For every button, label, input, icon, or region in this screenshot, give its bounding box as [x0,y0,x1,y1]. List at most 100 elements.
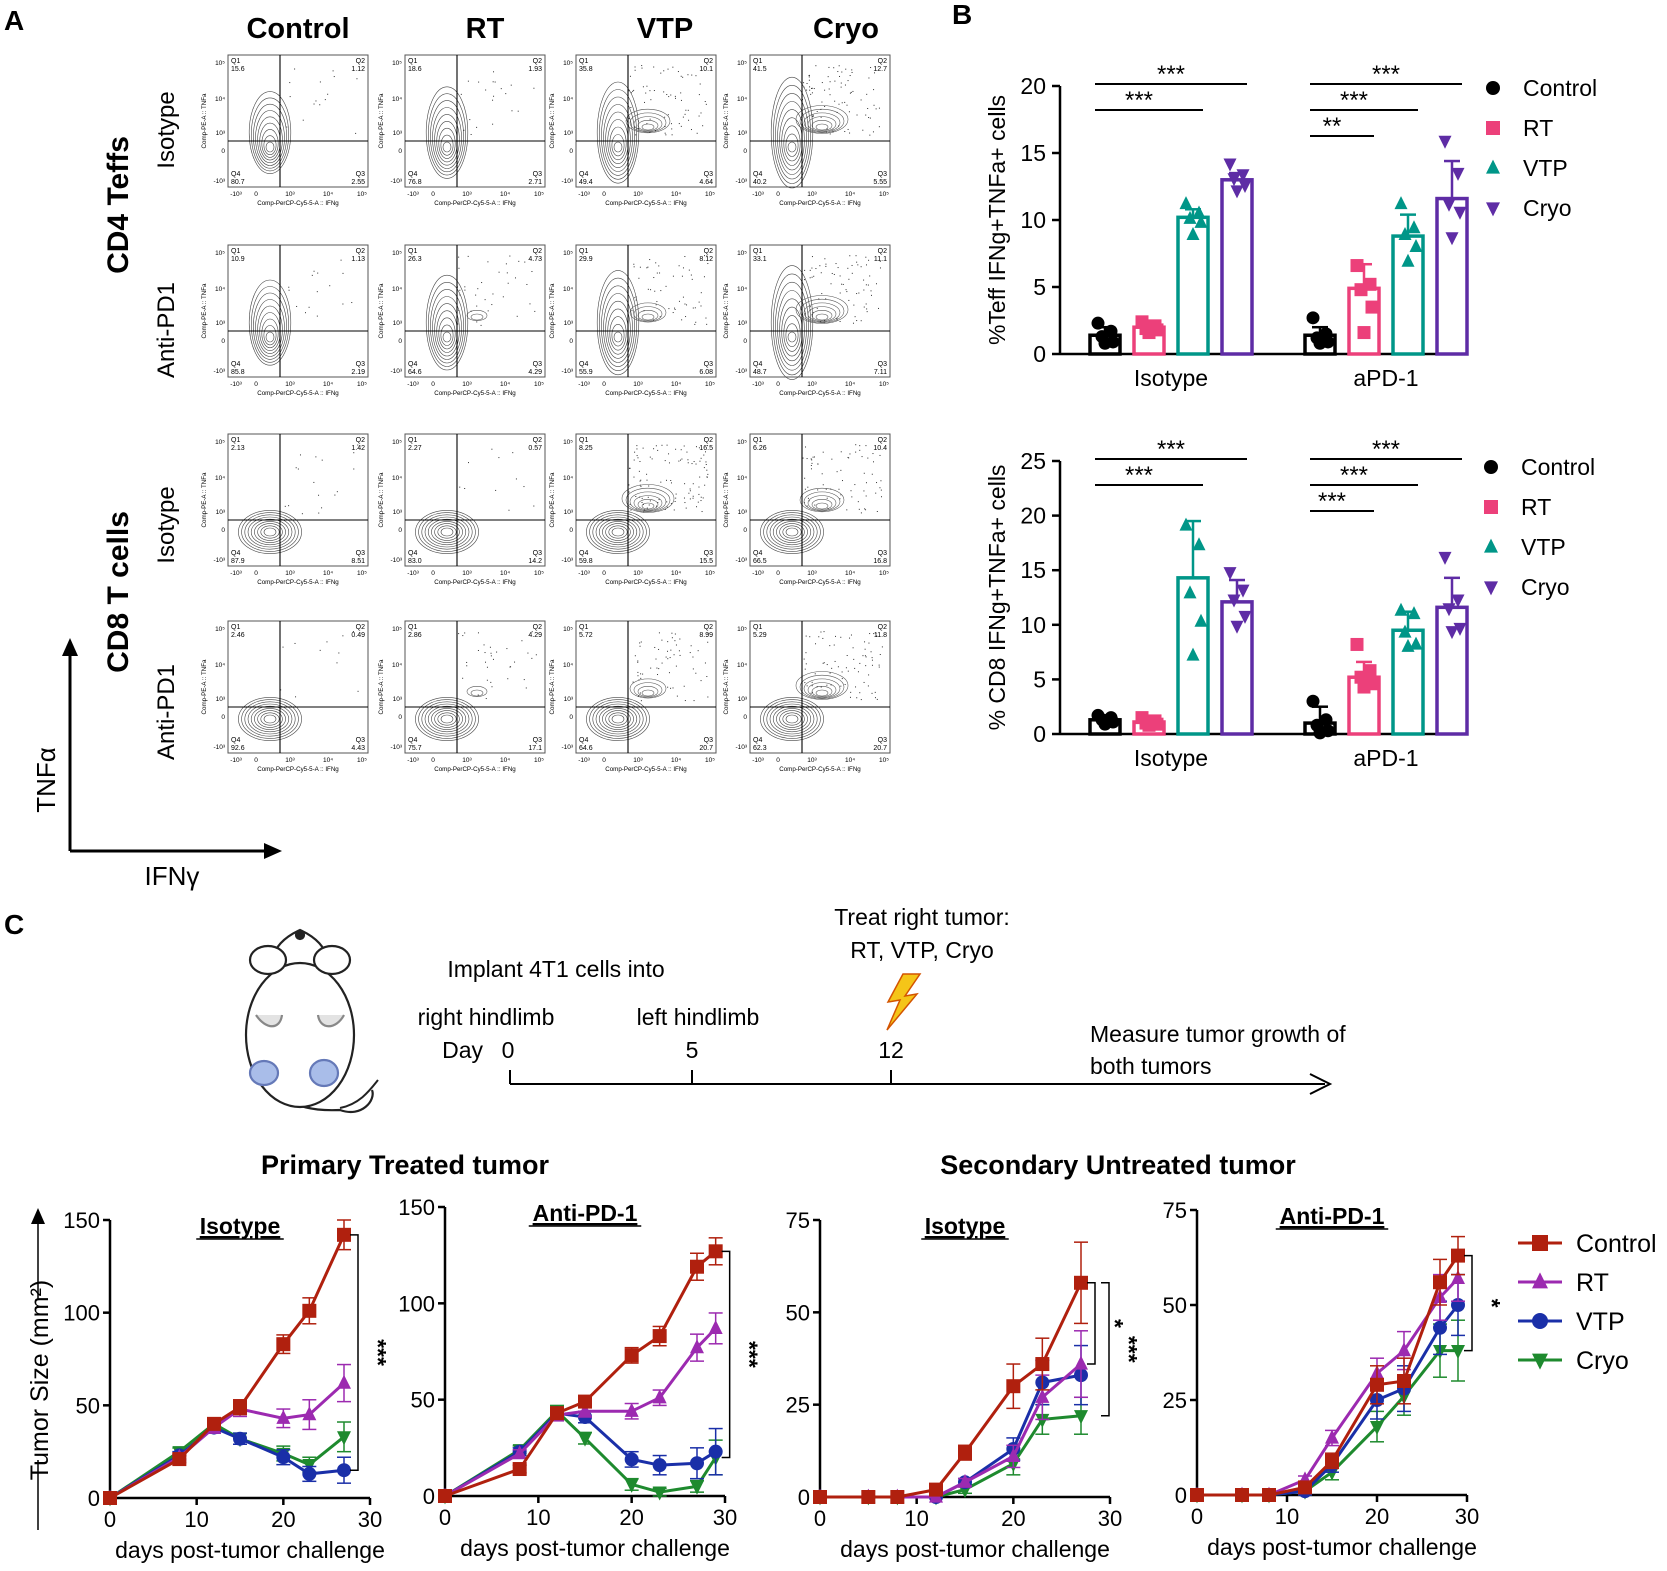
quadrant-q2-value: 10.4 [873,445,887,452]
contour-line [244,514,296,550]
contour-line [795,295,849,324]
event-dot [846,291,848,293]
y-tick-label: -10³ [213,368,225,375]
point-vtp [652,1458,667,1473]
event-dot [817,489,819,491]
event-dot [693,700,695,702]
contour-line [238,697,302,741]
event-dot [674,633,676,635]
data-point-control [1306,311,1320,325]
event-dot [660,290,662,292]
quadrant-q3-value: 7.11 [874,369,887,376]
event-dot [808,500,810,502]
event-dot [486,666,488,668]
event-dot [681,319,683,321]
event-dot [636,508,638,510]
event-dot [873,633,875,635]
quadrant-q2-value: 16.5 [699,445,713,452]
point-control [1190,1488,1204,1502]
event-dot [635,299,637,301]
data-point-cryo [1238,610,1252,624]
y-tick-label: 10³ [393,696,403,703]
x-tick-label: 10⁵ [534,570,544,577]
x-tick-label: 10³ [285,570,295,577]
contour-line [779,523,805,541]
y-tick-label: -10³ [735,178,747,185]
flow-plot-r3-c3: Q18.25Q216.5Q315.5Q459.810⁵10⁴10³0-10³-1… [549,433,717,586]
event-dot [851,69,853,71]
contour-line [611,134,625,157]
contour-line [769,516,815,548]
event-dot [639,461,641,463]
contour-line [763,512,821,552]
event-dot [629,75,631,77]
point-rt [1451,1270,1465,1284]
legend-label-cryo: Cryo [1576,1347,1629,1375]
contour-line [769,703,815,735]
contour-line [760,697,824,741]
contour-line [603,104,633,172]
contour-line [427,518,467,546]
point-vtp [233,1431,247,1446]
plot-y-title: Comp-PE-A :: TNFa [378,659,385,714]
event-dot [864,655,866,657]
event-dot [683,445,685,447]
implant-label: Implant 4T1 cells into [447,956,664,982]
event-dot [865,445,867,447]
y-tick-label: -10³ [735,557,747,564]
contour-line [250,705,290,733]
contour-line [586,697,650,741]
x-tick-label: 10⁵ [357,381,367,388]
line-cryo [444,1409,717,1498]
event-dot [880,489,882,491]
quadrant-q4-name: Q4 [231,737,240,744]
contour-line [779,109,805,171]
data-point-vtp [1183,210,1197,224]
quadrant-q1-name: Q1 [231,437,240,444]
x-tick-label: 10⁵ [357,191,367,198]
x-tick-label: -10³ [230,381,242,388]
event-dot [844,131,846,133]
plot-frame [404,244,546,378]
event-dot [355,132,357,134]
event-dot [351,302,353,304]
plot-frame [227,54,369,188]
primary-tumor-title: Primary Treated tumor [261,1150,550,1180]
y-tick-label: 10⁴ [215,96,225,103]
event-dot [294,642,296,644]
event-dot [477,288,479,290]
quadrant-q3-value: 20.7 [699,745,713,752]
event-dot [526,283,528,285]
data-point-cryo [1223,158,1237,172]
point-vtp [302,1466,317,1481]
significance-label: *** [1318,488,1346,515]
event-dot [811,276,813,278]
x-tick-label: 10³ [807,757,817,764]
quadrant-q3-name: Q3 [356,737,365,744]
event-dot [809,89,811,91]
y-tick-label: 10 [1020,612,1046,638]
event-dot [686,451,688,453]
event-dot [464,286,466,288]
event-dot [356,78,358,80]
event-dot [834,660,836,662]
event-dot [658,632,660,634]
event-dot [806,89,808,91]
x-tick-label: 10⁵ [357,570,367,577]
contour-line [799,674,845,700]
event-dot [817,463,819,465]
flow-plot-r2-c3: Q129.9Q28.12Q36.08Q455.910⁵10⁴10³0-10³-1… [549,244,717,397]
point-control [207,1416,221,1431]
x-tick-label: 30 [1455,1504,1479,1529]
contour-line [611,714,625,724]
y-axis-title: % CD8 IFNg+TNFa+ cells [984,465,1010,731]
point-rt [337,1374,351,1389]
event-dot [634,69,636,71]
event-dot [319,649,321,651]
point-vtp [690,1456,704,1471]
data-point-cryo [1230,620,1244,634]
event-dot [839,275,841,277]
event-dot [535,654,537,656]
y-tick-label: 10⁵ [737,626,747,633]
